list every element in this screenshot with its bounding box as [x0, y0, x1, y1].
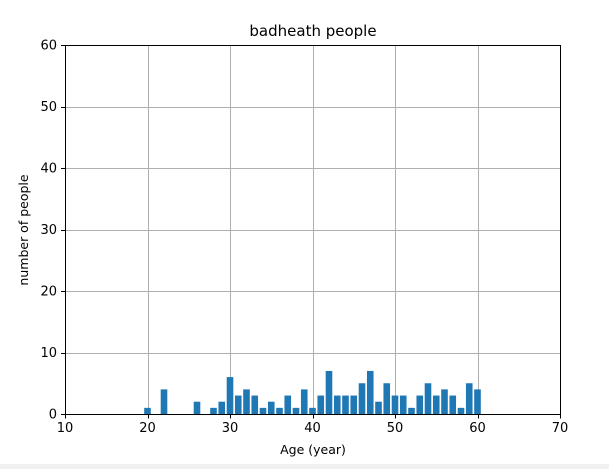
- y-tick-label: 50: [40, 100, 57, 115]
- y-tick-label: 10: [40, 346, 57, 361]
- bar: [325, 370, 333, 414]
- bar: [243, 389, 250, 414]
- bar: [276, 407, 283, 414]
- bar: [424, 383, 432, 414]
- bar: [465, 383, 473, 414]
- bar: [449, 395, 457, 414]
- bar: [218, 401, 226, 414]
- bar: [432, 395, 440, 414]
- x-tick-label: 20: [139, 421, 156, 436]
- bar: [300, 389, 308, 414]
- bar: [399, 395, 407, 414]
- bar: [416, 395, 424, 414]
- bar: [160, 389, 168, 414]
- x-tick-label: 50: [387, 421, 404, 436]
- x-axis-label: Age (year): [280, 442, 346, 457]
- bar: [284, 395, 292, 414]
- bar: [408, 407, 415, 414]
- bar: [358, 383, 366, 414]
- bar: [267, 401, 275, 414]
- bar: [342, 395, 349, 414]
- bar: [210, 407, 217, 414]
- x-tick-label: 10: [57, 421, 74, 436]
- chart-title: badheath people: [249, 22, 376, 40]
- bar: [317, 395, 325, 414]
- bar: [193, 401, 201, 414]
- y-tick-label: 30: [40, 223, 57, 238]
- grid-lines: [65, 45, 561, 415]
- bar: [234, 395, 242, 414]
- bar: [350, 395, 358, 414]
- y-tick-label: 0: [49, 408, 57, 423]
- bars: [144, 370, 481, 414]
- bar: [375, 401, 382, 414]
- bar: [333, 395, 341, 414]
- bar: [144, 407, 151, 414]
- bar: [251, 395, 259, 414]
- bar: [457, 407, 465, 414]
- bar: [474, 389, 481, 414]
- bar: [226, 377, 234, 414]
- y-tick-label: 20: [40, 285, 57, 300]
- bar: [309, 407, 316, 414]
- bar: [292, 407, 300, 414]
- bar: [383, 383, 391, 414]
- bar: [391, 395, 399, 414]
- bar: [441, 389, 448, 414]
- y-tick-label: 60: [40, 39, 57, 54]
- x-tick-label: 60: [469, 421, 486, 436]
- y-tick-label: 40: [40, 162, 57, 177]
- x-tick-label: 30: [222, 421, 239, 436]
- y-axis-label: number of people: [16, 174, 31, 285]
- x-tick-label: 40: [304, 421, 321, 436]
- x-tick-label: 70: [552, 421, 569, 436]
- bar: [259, 407, 267, 414]
- bar: [366, 370, 374, 414]
- window-bottom-strip: [0, 464, 609, 469]
